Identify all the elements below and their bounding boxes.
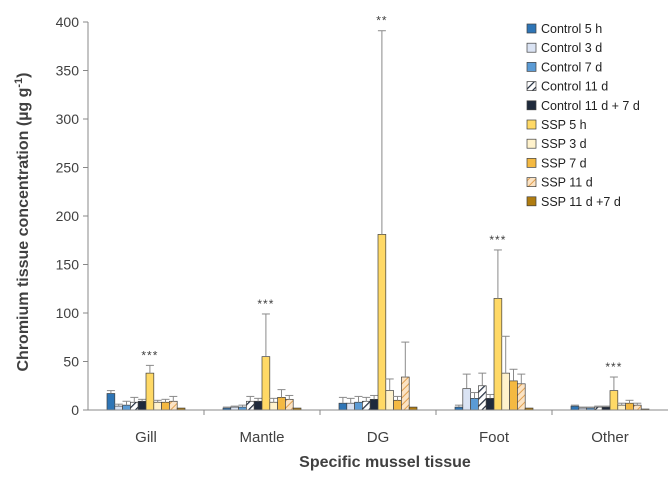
bar bbox=[169, 400, 178, 411]
bar bbox=[130, 401, 139, 411]
y-tick-label: 350 bbox=[56, 63, 80, 79]
y-tick-label: 400 bbox=[56, 14, 80, 30]
bar bbox=[462, 388, 471, 411]
bar bbox=[137, 400, 147, 411]
bar bbox=[122, 404, 131, 411]
x-category-label: Other bbox=[591, 429, 629, 446]
legend-swatch bbox=[526, 119, 537, 130]
bar bbox=[470, 398, 479, 411]
legend-label: Control 3 d bbox=[541, 41, 602, 55]
legend-swatch bbox=[526, 23, 537, 34]
bar bbox=[285, 398, 294, 411]
bar bbox=[338, 402, 348, 411]
x-category-label: DG bbox=[367, 429, 390, 446]
significance-marker: ** bbox=[376, 14, 387, 28]
bar bbox=[517, 383, 526, 411]
bar bbox=[478, 385, 487, 411]
bar bbox=[501, 372, 510, 411]
legend-swatch bbox=[526, 62, 537, 72]
legend-label: SSP 11 d bbox=[541, 176, 593, 190]
y-tick-label: 300 bbox=[56, 111, 80, 127]
legend-swatch bbox=[526, 177, 537, 187]
y-tick-label: 50 bbox=[63, 354, 79, 370]
x-axis: Gill Mantle DG Foot Other bbox=[88, 409, 668, 446]
bar bbox=[253, 400, 263, 411]
bar bbox=[354, 401, 363, 411]
y-axis: 0 50 100 150 200 250 300 350 400 bbox=[56, 14, 89, 418]
bar bbox=[633, 404, 642, 411]
bar bbox=[385, 390, 394, 411]
bar bbox=[570, 405, 580, 411]
bar bbox=[485, 398, 495, 411]
y-tick-label: 250 bbox=[56, 160, 80, 176]
bar bbox=[625, 402, 634, 411]
x-category-label: Foot bbox=[479, 429, 510, 446]
legend-swatch bbox=[526, 196, 537, 207]
legend-label: SSP 3 d bbox=[541, 137, 587, 151]
legend-label: Control 11 d + 7 d bbox=[541, 99, 640, 113]
legend: Control 5 h Control 3 d Control 7 d Control… bbox=[526, 22, 640, 209]
legend-swatch bbox=[526, 138, 537, 149]
legend-label: Control 7 d bbox=[541, 60, 602, 74]
y-tick-label: 0 bbox=[71, 402, 79, 418]
y-tick-label: 200 bbox=[56, 208, 80, 224]
legend-label: Control 5 h bbox=[541, 22, 602, 36]
legend-swatch bbox=[526, 158, 537, 168]
y-tick-label: 150 bbox=[56, 257, 80, 273]
bar bbox=[161, 401, 170, 411]
x-category-label: Gill bbox=[135, 429, 157, 446]
bar bbox=[609, 390, 619, 411]
bar bbox=[261, 356, 271, 411]
significance-marker: *** bbox=[605, 360, 622, 374]
bar bbox=[509, 380, 518, 411]
bar bbox=[246, 400, 255, 411]
bar bbox=[377, 234, 387, 411]
legend-swatch bbox=[526, 42, 537, 53]
legend-label: SSP 11 d +7 d bbox=[541, 195, 621, 209]
x-axis-title: Specific mussel tissue bbox=[299, 454, 471, 471]
bar bbox=[362, 400, 371, 411]
bar bbox=[153, 401, 162, 411]
bar bbox=[401, 376, 410, 411]
y-axis-title: Chromium tissue concentration (µg g-1) bbox=[13, 72, 32, 371]
significance-marker: *** bbox=[489, 233, 506, 247]
bar bbox=[145, 372, 155, 411]
bar bbox=[277, 397, 286, 411]
legend-label: SSP 7 d bbox=[541, 156, 587, 170]
bar bbox=[269, 401, 278, 411]
bar bbox=[106, 393, 116, 411]
legend-label: Control 11 d bbox=[541, 80, 608, 94]
bar bbox=[369, 398, 379, 411]
bar bbox=[114, 405, 123, 411]
x-category-label: Mantle bbox=[239, 429, 284, 446]
bar bbox=[493, 298, 503, 411]
significance-marker: *** bbox=[141, 348, 158, 362]
bar bbox=[346, 402, 355, 411]
y-tick-label: 100 bbox=[56, 305, 80, 321]
legend-swatch bbox=[526, 100, 537, 111]
bar bbox=[393, 399, 402, 411]
significance-marker: *** bbox=[257, 297, 274, 311]
legend-swatch bbox=[526, 81, 537, 91]
bar bbox=[617, 404, 626, 411]
legend-label: SSP 5 h bbox=[541, 118, 587, 132]
